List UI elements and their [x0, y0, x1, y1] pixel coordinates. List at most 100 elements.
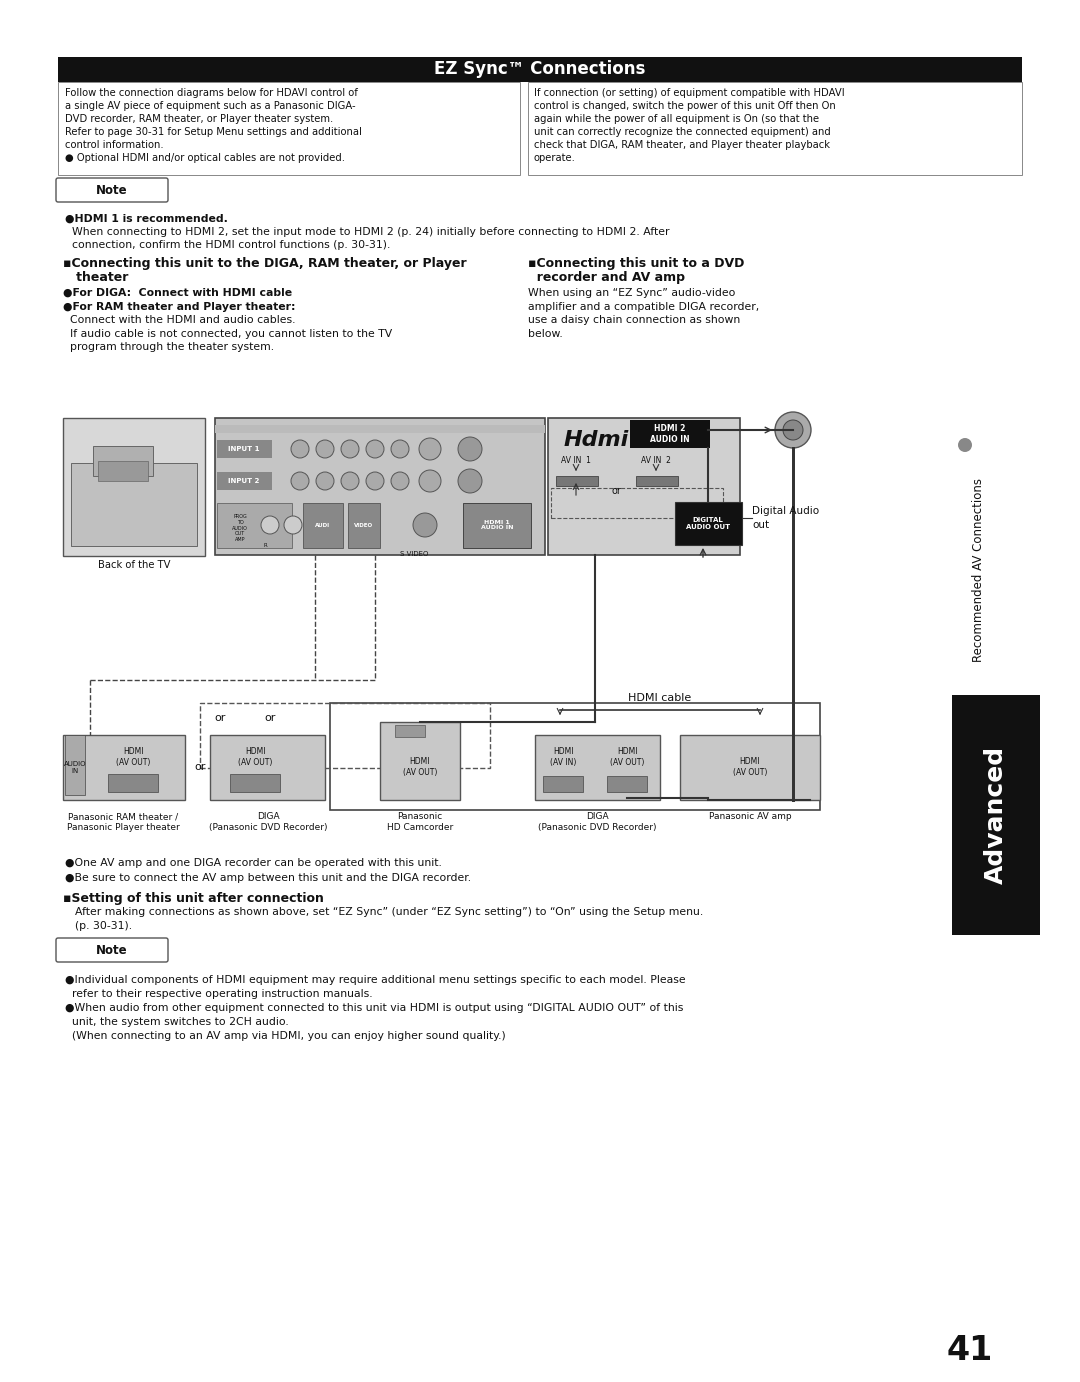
FancyBboxPatch shape: [56, 938, 168, 962]
Text: When connecting to HDMI 2, set the input mode to HDMI 2 (p. 24) initially before: When connecting to HDMI 2, set the input…: [65, 227, 670, 236]
FancyBboxPatch shape: [56, 178, 168, 202]
Text: control information.: control information.: [65, 140, 164, 151]
Bar: [535, 735, 660, 800]
Text: Panasonic AV amp: Panasonic AV amp: [708, 813, 792, 821]
Bar: [548, 417, 740, 556]
Text: ●HDMI 1 is recommended.: ●HDMI 1 is recommended.: [65, 214, 228, 224]
Text: After making connections as shown above, set “EZ Sync” (under “EZ Sync setting”): After making connections as shown above,…: [75, 907, 703, 918]
Bar: [951, 695, 1040, 936]
Text: AUDI: AUDI: [315, 522, 330, 528]
Text: ●For DIGA:  Connect with HDMI cable: ●For DIGA: Connect with HDMI cable: [63, 287, 292, 299]
Bar: [215, 426, 545, 433]
Bar: [543, 777, 583, 792]
Circle shape: [341, 473, 359, 491]
Text: or: or: [611, 486, 621, 496]
Circle shape: [261, 515, 279, 533]
Text: DVD recorder, RAM theater, or Player theater system.: DVD recorder, RAM theater, or Player the…: [65, 113, 334, 124]
Bar: [98, 462, 148, 481]
Text: ●Be sure to connect the AV amp between this unit and the DIGA recorder.: ●Be sure to connect the AV amp between t…: [65, 873, 471, 883]
Circle shape: [419, 438, 441, 460]
Text: Back of the TV: Back of the TV: [98, 560, 171, 569]
Text: Digital Audio
out: Digital Audio out: [752, 506, 819, 529]
Text: ●When audio from other equipment connected to this unit via HDMI is output using: ●When audio from other equipment connect…: [65, 1003, 684, 1013]
Bar: [58, 57, 1022, 82]
Text: refer to their respective operating instruction manuals.: refer to their respective operating inst…: [65, 990, 373, 999]
Bar: [636, 475, 678, 486]
Text: HDMI
(AV IN): HDMI (AV IN): [550, 748, 577, 767]
Bar: [607, 777, 647, 792]
Circle shape: [316, 473, 334, 491]
Text: HDMI 2
AUDIO IN: HDMI 2 AUDIO IN: [650, 424, 690, 444]
Text: (When connecting to an AV amp via HDMI, you can enjoy higher sound quality.): (When connecting to an AV amp via HDMI, …: [65, 1031, 505, 1041]
Bar: [217, 439, 272, 457]
Text: connection, confirm the HDMI control functions (p. 30-31).: connection, confirm the HDMI control fun…: [65, 240, 390, 250]
Text: HDMI
(AV OUT): HDMI (AV OUT): [733, 757, 767, 777]
Circle shape: [419, 470, 441, 492]
Text: Note: Note: [96, 184, 127, 196]
Bar: [210, 735, 325, 800]
Text: ●One AV amp and one DIGA recorder can be operated with this unit.: ●One AV amp and one DIGA recorder can be…: [65, 858, 442, 868]
Bar: [63, 417, 205, 556]
Text: Follow the connection diagrams below for HDAVI control of: Follow the connection diagrams below for…: [65, 88, 357, 98]
Text: HDMI cable: HDMI cable: [629, 692, 691, 703]
Text: Advanced: Advanced: [984, 746, 1008, 884]
Bar: [680, 735, 820, 800]
Text: AV IN  2: AV IN 2: [642, 456, 671, 464]
Text: Recommended AV Connections: Recommended AV Connections: [972, 478, 985, 662]
Bar: [215, 417, 545, 556]
Text: 41: 41: [947, 1334, 994, 1367]
Text: ▪Connecting this unit to a DVD: ▪Connecting this unit to a DVD: [528, 257, 744, 269]
Text: S VIDEO: S VIDEO: [400, 551, 429, 557]
Text: ●For RAM theater and Player theater:: ●For RAM theater and Player theater:: [63, 301, 296, 311]
Circle shape: [366, 473, 384, 491]
Bar: [463, 503, 531, 549]
Text: ●Individual components of HDMI equipment may require additional menu settings sp: ●Individual components of HDMI equipment…: [65, 974, 686, 985]
Text: or: or: [194, 761, 205, 773]
Text: Panasonic
HD Camcorder: Panasonic HD Camcorder: [387, 813, 454, 832]
Text: below.: below.: [528, 329, 563, 339]
Bar: [200, 703, 490, 768]
Text: Panasonic RAM theater /
Panasonic Player theater: Panasonic RAM theater / Panasonic Player…: [67, 813, 179, 832]
Circle shape: [458, 437, 482, 462]
Text: or: or: [214, 713, 226, 723]
Text: (p. 30-31).: (p. 30-31).: [75, 920, 132, 931]
Circle shape: [291, 473, 309, 491]
Bar: [380, 721, 460, 800]
Bar: [71, 463, 197, 546]
Bar: [551, 488, 723, 518]
Bar: [58, 82, 519, 176]
Text: DIGA
(Panasonic DVD Recorder): DIGA (Panasonic DVD Recorder): [538, 813, 657, 832]
Text: ▪Connecting this unit to the DIGA, RAM theater, or Player: ▪Connecting this unit to the DIGA, RAM t…: [63, 257, 467, 269]
Circle shape: [958, 438, 972, 452]
Circle shape: [775, 412, 811, 448]
Circle shape: [341, 439, 359, 457]
Text: INPUT 2: INPUT 2: [228, 478, 259, 484]
Circle shape: [291, 439, 309, 457]
Text: HDMI 1
AUDIO IN: HDMI 1 AUDIO IN: [481, 520, 513, 531]
Text: use a daisy chain connection as shown: use a daisy chain connection as shown: [528, 315, 740, 325]
Text: control is changed, switch the power of this unit Off then On: control is changed, switch the power of …: [534, 101, 836, 111]
Bar: [395, 726, 426, 737]
Bar: [65, 735, 85, 795]
Text: HDMI
(AV OUT): HDMI (AV OUT): [610, 748, 644, 767]
Text: DIGITAL
AUDIO OUT: DIGITAL AUDIO OUT: [686, 517, 730, 529]
Circle shape: [284, 515, 302, 533]
Bar: [675, 502, 742, 545]
Bar: [630, 420, 710, 448]
Text: INPUT 1: INPUT 1: [228, 446, 260, 452]
Circle shape: [366, 439, 384, 457]
Bar: [528, 82, 1022, 176]
Circle shape: [316, 439, 334, 457]
Bar: [217, 473, 272, 491]
Text: If audio cable is not connected, you cannot listen to the TV: If audio cable is not connected, you can…: [63, 329, 392, 339]
Bar: [108, 774, 158, 792]
Text: If connection (or setting) of equipment compatible with HDAVI: If connection (or setting) of equipment …: [534, 88, 845, 98]
Text: unit, the system switches to 2CH audio.: unit, the system switches to 2CH audio.: [65, 1017, 288, 1027]
Text: Connect with the HDMI and audio cables.: Connect with the HDMI and audio cables.: [63, 315, 296, 325]
Circle shape: [391, 439, 409, 457]
Text: unit can correctly recognize the connected equipment) and: unit can correctly recognize the connect…: [534, 127, 831, 137]
Text: DIGA
(Panasonic DVD Recorder): DIGA (Panasonic DVD Recorder): [208, 813, 327, 832]
Text: AV IN  1: AV IN 1: [562, 456, 591, 464]
Text: EZ Sync™ Connections: EZ Sync™ Connections: [434, 59, 646, 77]
Text: Refer to page 30-31 for Setup Menu settings and additional: Refer to page 30-31 for Setup Menu setti…: [65, 127, 362, 137]
